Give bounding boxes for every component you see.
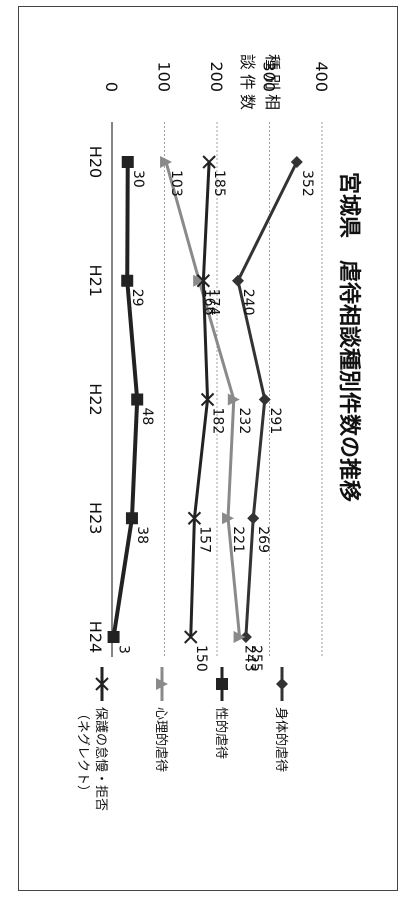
legend-swatch-marker: [276, 678, 288, 690]
y-axis-label-char: 件: [238, 74, 257, 90]
data-point: [160, 156, 173, 168]
data-point: [247, 512, 260, 525]
y-axis-label-char: 談: [238, 54, 257, 70]
data-point: [131, 393, 144, 406]
legend-label: 性的虐待: [213, 707, 229, 759]
data-point: [107, 631, 120, 643]
plot-area: 宮城県 虐待相談種別件数の推移 0 100 200 300 400 種別相 談件数 H20 H21…: [75, 54, 362, 811]
data-label: 103: [168, 170, 184, 197]
data-label: 185: [211, 170, 227, 197]
data-label: 48: [139, 408, 155, 426]
data-label: 352: [299, 170, 315, 197]
data-point: [290, 156, 303, 168]
data-point: [121, 274, 134, 287]
data-label: 157: [196, 526, 212, 553]
data-point: [184, 630, 198, 644]
y-tick-label: 0: [102, 82, 121, 92]
data-point: [258, 393, 271, 406]
y-tick-label: 100: [155, 61, 174, 92]
data-point: [196, 274, 211, 288]
legend-label: 身体的虐待: [273, 707, 289, 772]
data-label: 38: [134, 526, 150, 544]
data-label: 269: [255, 526, 271, 553]
data-label: 29: [129, 289, 145, 307]
data-point: [202, 155, 216, 169]
y-tick-label: 200: [207, 61, 226, 92]
x-tick-label: H24: [86, 621, 105, 653]
x-tick-label: H20: [86, 146, 105, 178]
y-tick-label: 400: [312, 61, 331, 92]
legend-label: 保護の怠慢・拒否: [93, 707, 109, 811]
data-label: 150: [193, 645, 209, 672]
data-point: [200, 392, 215, 407]
data-point: [233, 631, 246, 643]
data-label: 291: [267, 408, 283, 435]
legend-label: 心理的虐待: [153, 707, 169, 772]
data-point: [193, 274, 206, 287]
legend-swatch-marker: [216, 678, 228, 690]
data-label: 174: [205, 289, 221, 316]
x-tick-label: H22: [86, 383, 105, 415]
x-tick-label: H21: [86, 265, 105, 297]
y-tick-label: 300: [260, 61, 279, 92]
data-point: [121, 156, 134, 168]
legend-swatch-marker: [156, 678, 168, 690]
data-point: [227, 393, 240, 406]
legend-label-line2: （ネグレクト）: [75, 707, 90, 798]
data-point: [125, 512, 138, 525]
data-point: [187, 511, 202, 525]
x-tick-label: H23: [86, 502, 105, 534]
data-label: 182: [210, 408, 226, 435]
chart-svg: 宮城県 虐待相談種別件数の推移 0 100 200 300 400 種別相 談件数 H20 H21…: [75, 54, 362, 811]
data-label: 30: [130, 170, 146, 188]
data-label: 243: [242, 645, 258, 672]
y-axis-label-char: 数: [238, 94, 257, 110]
data-label: 232: [236, 408, 252, 435]
y-axis-label-char: 種: [263, 54, 282, 70]
y-axis-label-char: 相: [263, 94, 282, 110]
chart-title: 宮城県 虐待相談種別件数の推移: [336, 172, 362, 502]
y-axis-label-char: 別: [263, 74, 282, 90]
data-label: 255: [248, 645, 264, 672]
data-point: [239, 631, 252, 643]
data-point: [232, 274, 244, 287]
data-label: 221: [230, 526, 246, 553]
data-label: 3: [116, 645, 132, 654]
legend-swatch-marker: [95, 677, 109, 691]
chart-frame: 宮城県 虐待相談種別件数の推移 0 100 200 300 400 種別相 談件数 H20 H21…: [18, 6, 398, 891]
data-point: [222, 512, 235, 525]
data-label: 240: [240, 289, 256, 316]
